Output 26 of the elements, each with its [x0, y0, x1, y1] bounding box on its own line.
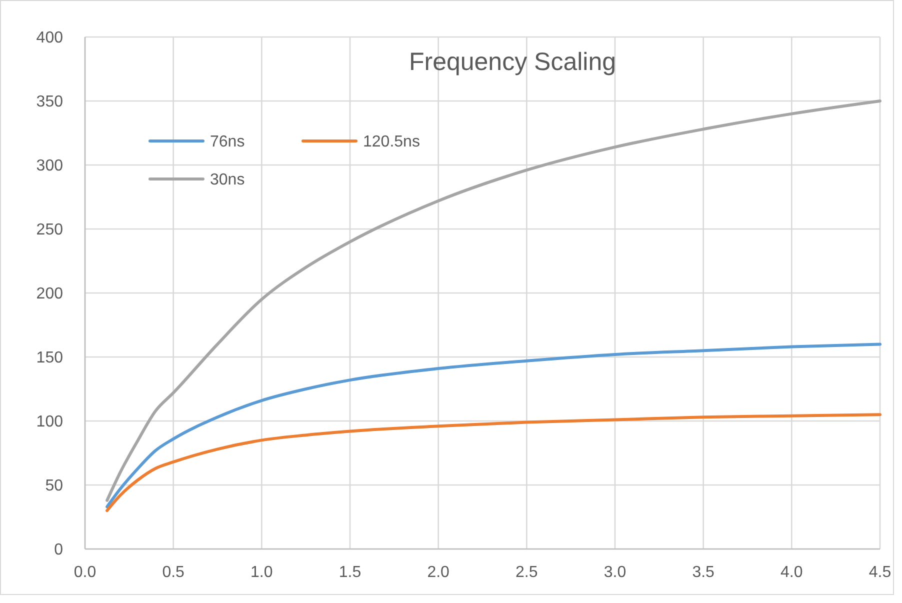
legend-label: 30ns	[210, 172, 245, 189]
x-tick-label: 3.0	[604, 564, 626, 581]
x-tick-label: 4.5	[868, 564, 892, 581]
y-tick-label: 300	[36, 158, 64, 175]
y-tick-label: 400	[36, 30, 64, 47]
x-tick-label: 4.0	[780, 564, 803, 581]
x-tick-label: 1.0	[250, 564, 273, 581]
line-series	[106, 413, 882, 512]
x-tick-label: 3.5	[692, 564, 715, 581]
y-tick-label: 350	[36, 94, 64, 111]
x-tick-label: 0.0	[74, 564, 96, 581]
y-tick-label: 50	[45, 478, 64, 495]
y-tick-label: 200	[36, 286, 64, 303]
y-tick-label: 100	[36, 414, 64, 431]
chart-title: Frequency Scaling	[408, 48, 616, 76]
y-tick-label: 150	[36, 350, 64, 367]
legend-label: 120.5ns	[363, 134, 420, 151]
line-series	[106, 100, 882, 502]
y-tick-label: 0	[54, 542, 64, 559]
line-series	[106, 342, 882, 508]
x-tick-label: 2.0	[427, 564, 450, 581]
x-tick-label: 2.5	[516, 564, 538, 581]
x-tick-label: 1.5	[338, 564, 362, 581]
y-tick-label: 250	[36, 222, 64, 239]
legend-label: 76ns	[210, 134, 245, 151]
x-tick-label: 0.5	[162, 564, 185, 581]
